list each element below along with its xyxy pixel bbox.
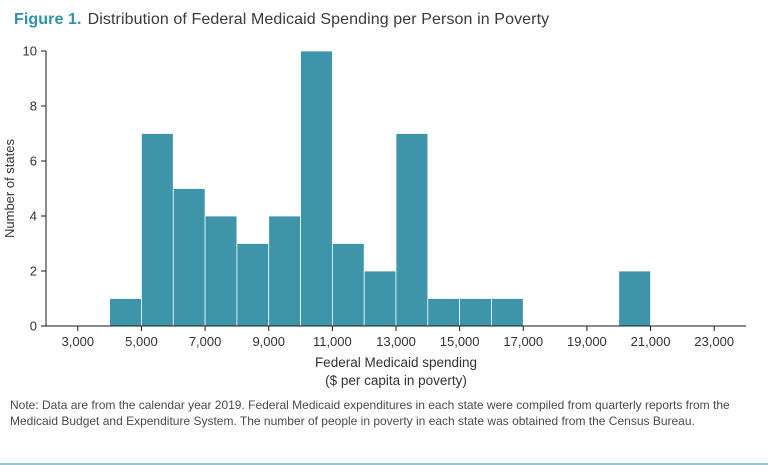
x-tick-label: 15,000	[440, 334, 480, 349]
histogram-bar	[395, 133, 429, 327]
histogram-bar	[141, 133, 174, 327]
histogram-bar	[204, 215, 238, 327]
x-tick-label: 5,000	[125, 334, 158, 349]
x-tick-label: 3,000	[62, 334, 95, 349]
histogram-bar	[172, 188, 206, 327]
x-tick-label: 19,000	[567, 334, 607, 349]
y-tick-label: 2	[30, 264, 37, 279]
x-axis-title: Federal Medicaid spending	[315, 355, 477, 370]
histogram-bar	[363, 270, 397, 327]
histogram-bar	[427, 298, 461, 327]
x-tick-label: 17,000	[503, 334, 543, 349]
x-tick-label: 9,000	[252, 334, 285, 349]
histogram-bar	[236, 243, 270, 327]
histogram-chart: 0 2 4 6 8 10 3,000 5,000 7,000 9,000 11,000 13,000 1…	[2, 44, 746, 388]
y-axis-title: Number of states	[2, 139, 17, 238]
y-tick-label: 4	[30, 209, 37, 224]
histogram-bar	[109, 298, 142, 327]
histogram-bar	[618, 270, 651, 327]
y-tick-label: 0	[30, 319, 37, 334]
histogram-bar	[331, 243, 365, 327]
histogram-bar	[459, 298, 492, 327]
x-tick-label: 13,000	[376, 334, 416, 349]
note-text: Note: Data are from the calendar year 20…	[10, 398, 730, 429]
y-tick-label: 10	[23, 44, 37, 59]
y-tick-label: 8	[30, 99, 37, 114]
figure-title: Figure 1. Distribution of Federal Medicai…	[0, 0, 768, 29]
histogram-bar	[300, 50, 333, 327]
x-tick-label: 23,000	[694, 334, 734, 349]
y-tick-label: 6	[30, 154, 37, 169]
x-axis-subtitle: ($ per capita in poverty)	[325, 373, 467, 388]
x-tick-label: 11,000	[313, 334, 352, 349]
figure-title-text: Distribution of Federal Medicaid Spendin…	[87, 11, 550, 28]
histogram-bar	[491, 298, 524, 327]
x-tick-label: 7,000	[189, 334, 222, 349]
histogram-bar	[268, 215, 301, 327]
figure-label: Figure 1.	[14, 11, 82, 28]
x-tick-label: 21,000	[631, 334, 671, 349]
